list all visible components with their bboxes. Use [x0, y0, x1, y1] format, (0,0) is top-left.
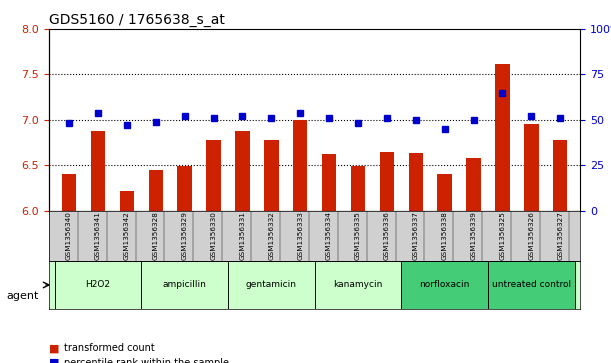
Text: GSM1356332: GSM1356332 [268, 212, 274, 260]
Text: GSM1356325: GSM1356325 [499, 212, 505, 260]
Text: GSM1356331: GSM1356331 [240, 212, 246, 260]
Text: GSM1356340: GSM1356340 [66, 212, 72, 260]
Bar [148, 170, 163, 211]
Text: GSM1356338: GSM1356338 [442, 212, 448, 260]
Text: GSM1356328: GSM1356328 [153, 212, 159, 260]
Bar [235, 131, 250, 211]
Text: GSM1356341: GSM1356341 [95, 212, 101, 260]
Text: GSM1356330: GSM1356330 [211, 212, 216, 260]
Text: GSM1356342: GSM1356342 [124, 212, 130, 260]
Text: GSM1356340: GSM1356340 [66, 212, 72, 260]
Bar [379, 151, 394, 211]
Text: agent: agent [6, 291, 38, 301]
Text: GSM1356333: GSM1356333 [297, 212, 303, 260]
Text: ■: ■ [49, 358, 59, 363]
FancyBboxPatch shape [315, 261, 401, 309]
FancyBboxPatch shape [54, 261, 141, 309]
Text: GSM1356330: GSM1356330 [211, 212, 216, 260]
Text: GSM1356338: GSM1356338 [442, 212, 448, 260]
Text: GSM1356339: GSM1356339 [470, 212, 477, 260]
Bar [177, 166, 192, 211]
Text: norfloxacin: norfloxacin [420, 281, 470, 289]
Bar [409, 153, 423, 211]
Text: GSM1356341: GSM1356341 [95, 212, 101, 260]
Text: GSM1356329: GSM1356329 [181, 212, 188, 260]
FancyBboxPatch shape [228, 261, 315, 309]
Bar [62, 174, 76, 211]
Text: GSM1356326: GSM1356326 [529, 212, 535, 260]
Text: GSM1356335: GSM1356335 [355, 212, 361, 260]
FancyBboxPatch shape [141, 261, 228, 309]
Text: GDS5160 / 1765638_s_at: GDS5160 / 1765638_s_at [49, 13, 225, 26]
Bar [553, 140, 568, 211]
Bar [207, 140, 221, 211]
Bar [322, 154, 336, 211]
FancyBboxPatch shape [488, 261, 575, 309]
Bar [91, 131, 105, 211]
Text: GSM1356335: GSM1356335 [355, 212, 361, 260]
Bar [351, 166, 365, 211]
Text: kanamycin: kanamycin [334, 281, 382, 289]
Text: GSM1356337: GSM1356337 [413, 212, 419, 260]
Bar [437, 174, 452, 211]
FancyBboxPatch shape [401, 261, 488, 309]
Text: GSM1356326: GSM1356326 [529, 212, 535, 260]
Text: GSM1356325: GSM1356325 [499, 212, 505, 260]
Text: GSM1356336: GSM1356336 [384, 212, 390, 260]
Text: GSM1356339: GSM1356339 [470, 212, 477, 260]
Bar [496, 64, 510, 211]
Bar [293, 120, 307, 211]
Text: GSM1356342: GSM1356342 [124, 212, 130, 260]
Text: GSM1356328: GSM1356328 [153, 212, 159, 260]
Text: gentamicin: gentamicin [246, 281, 297, 289]
Bar [120, 191, 134, 211]
Text: untreated control: untreated control [492, 281, 571, 289]
Text: GSM1356334: GSM1356334 [326, 212, 332, 260]
Text: percentile rank within the sample: percentile rank within the sample [64, 358, 229, 363]
Text: GSM1356334: GSM1356334 [326, 212, 332, 260]
Bar [264, 140, 279, 211]
Bar [466, 158, 481, 211]
Text: GSM1356329: GSM1356329 [181, 212, 188, 260]
Text: GSM1356332: GSM1356332 [268, 212, 274, 260]
Text: GSM1356327: GSM1356327 [557, 212, 563, 260]
Text: GSM1356333: GSM1356333 [297, 212, 303, 260]
Text: H2O2: H2O2 [86, 281, 111, 289]
Text: GSM1356337: GSM1356337 [413, 212, 419, 260]
Text: GSM1356331: GSM1356331 [240, 212, 246, 260]
Bar [524, 124, 538, 211]
Text: ■: ■ [49, 343, 59, 354]
Text: GSM1356327: GSM1356327 [557, 212, 563, 260]
Text: transformed count: transformed count [64, 343, 155, 354]
Text: ampicillin: ampicillin [163, 281, 207, 289]
Text: GSM1356336: GSM1356336 [384, 212, 390, 260]
